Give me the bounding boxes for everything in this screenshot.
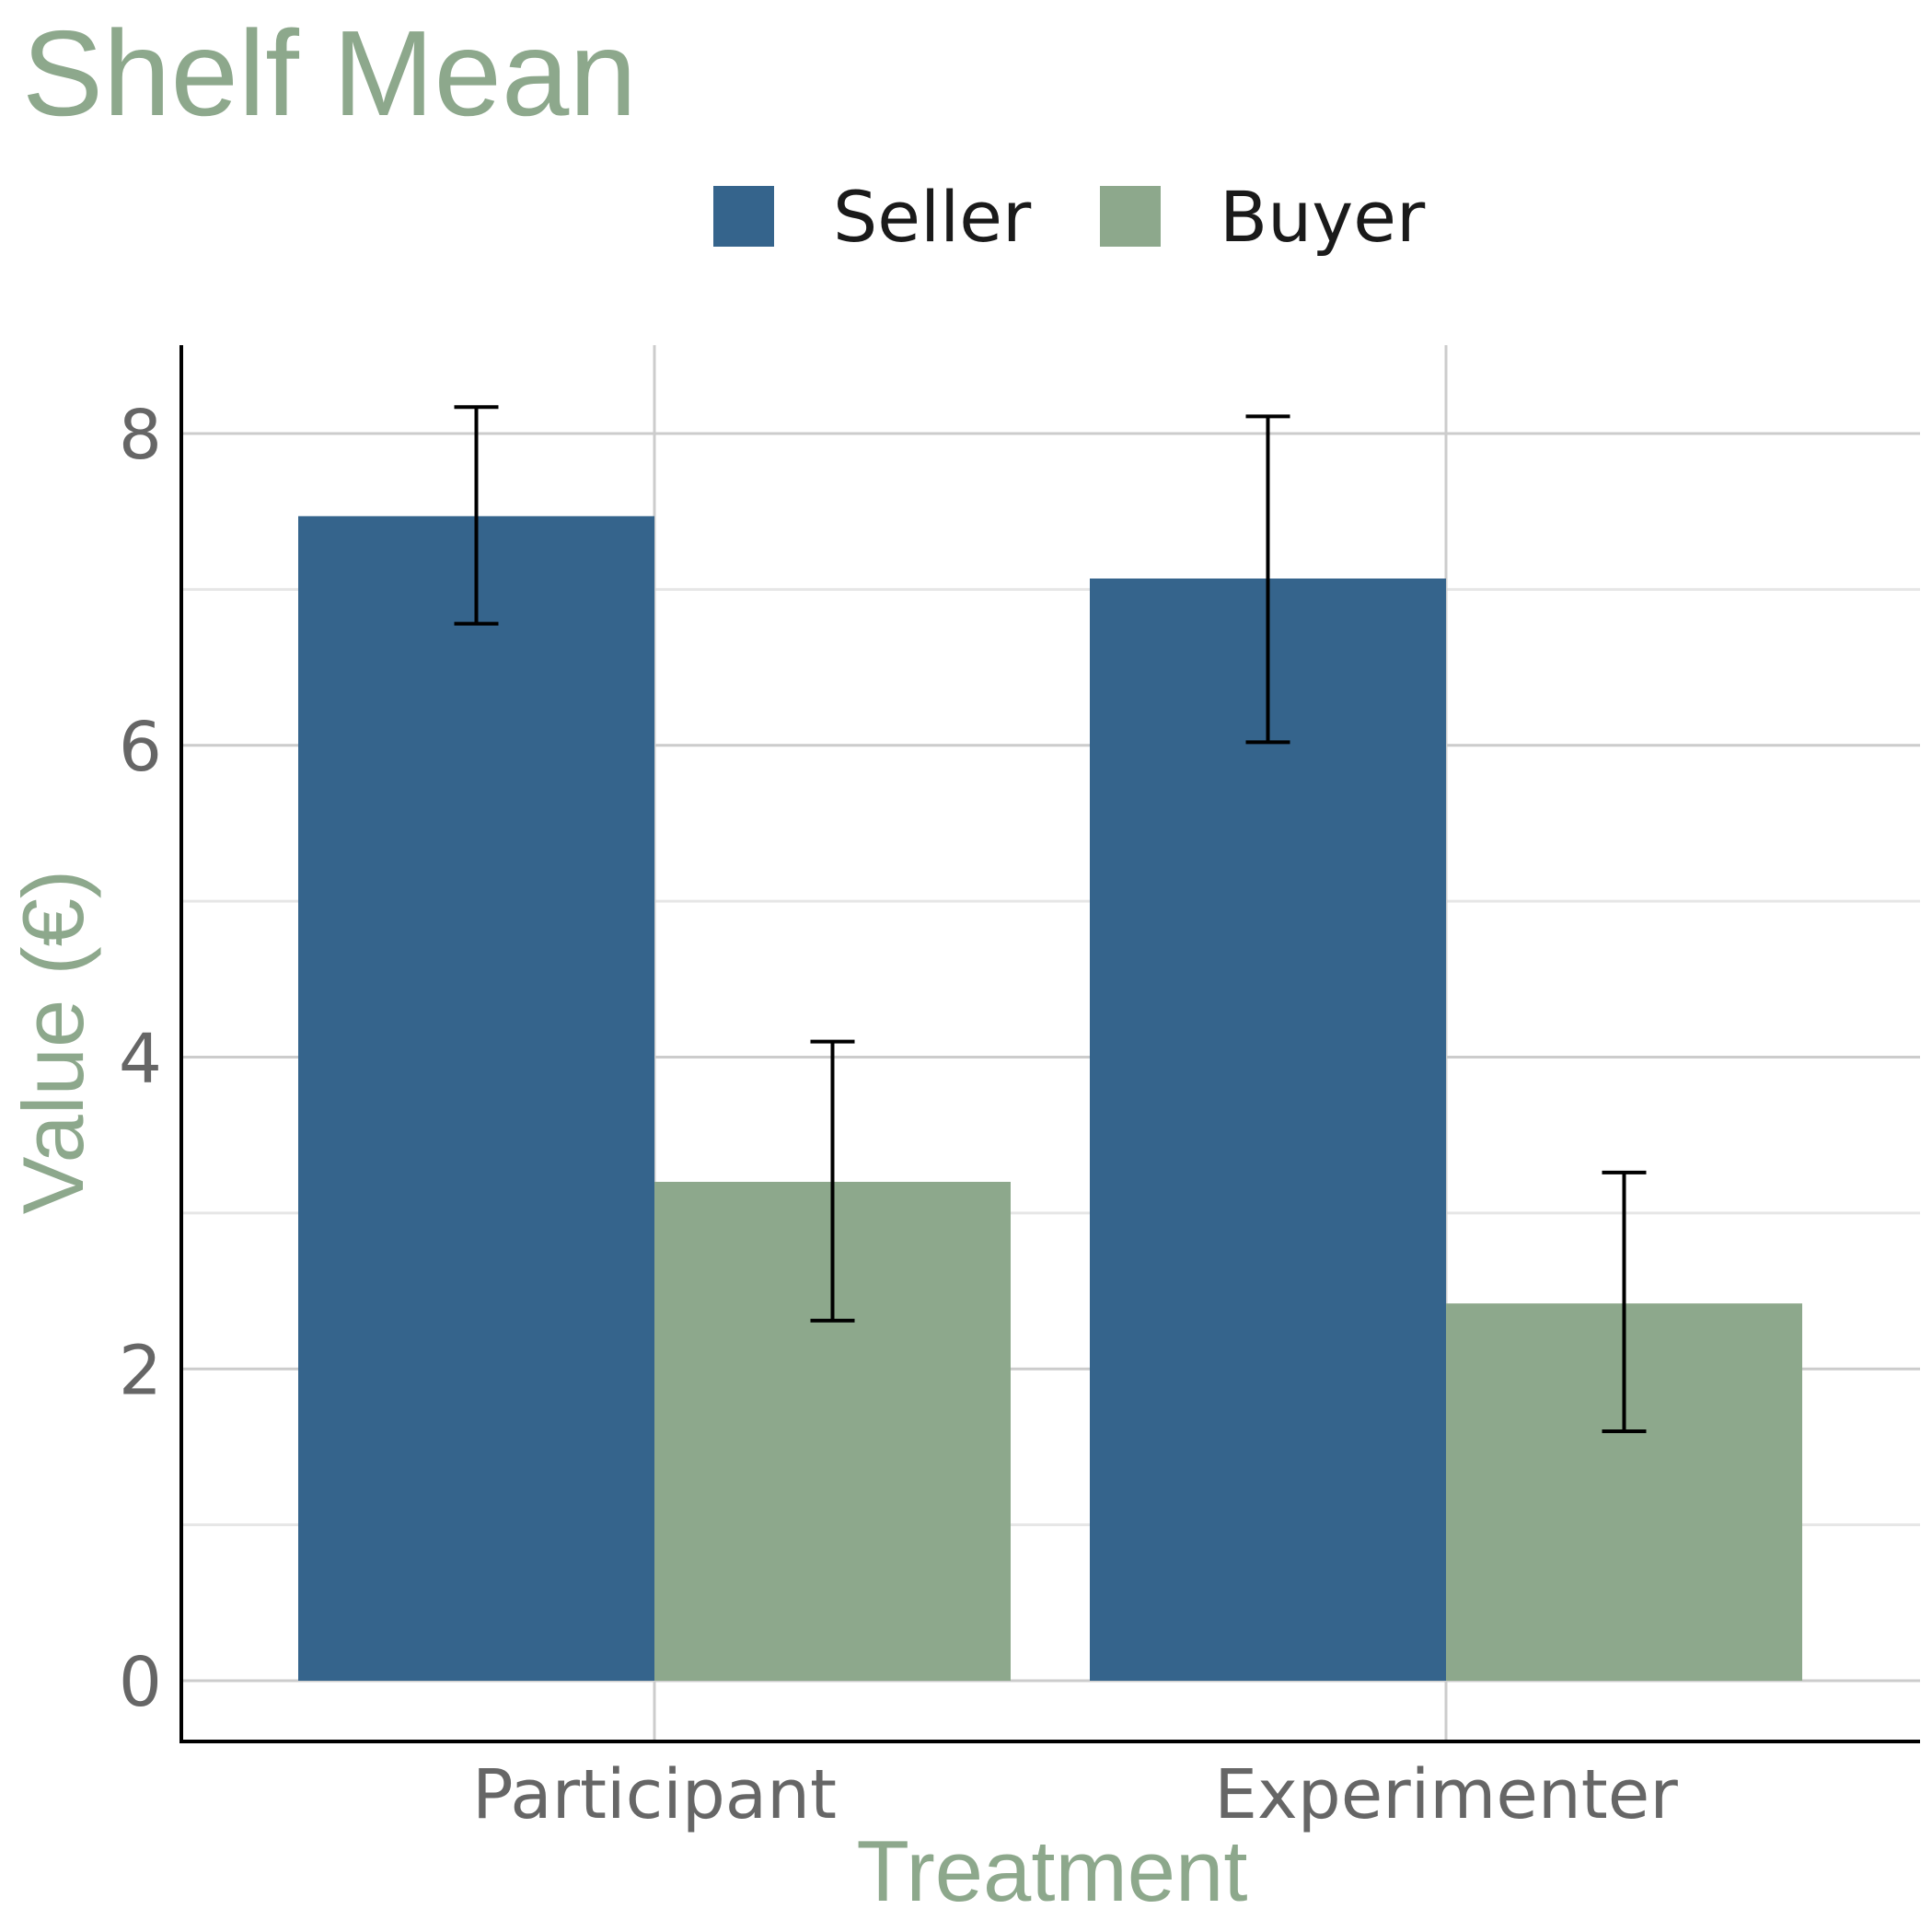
legend-key-buyer — [1100, 186, 1161, 247]
bar-seller-participant — [298, 515, 654, 1681]
error-bars — [454, 405, 1647, 1433]
x-tick-label: Participant — [472, 1755, 837, 1834]
bars — [298, 515, 1802, 1681]
y-tick-label: 0 — [119, 1643, 162, 1722]
legend-key-seller — [713, 186, 774, 247]
chart-title: Shelf Mean — [22, 6, 637, 141]
bar-seller-experimenter — [1090, 578, 1446, 1681]
x-tick-label: Experimenter — [1214, 1755, 1678, 1834]
legend: Seller Buyer — [713, 176, 1426, 258]
x-axis-title: Treatment — [857, 1822, 1248, 1919]
y-tick-label: 6 — [119, 708, 162, 787]
legend-label-seller: Seller — [833, 176, 1032, 258]
axes — [179, 345, 1920, 1743]
y-tick-label: 4 — [119, 1020, 162, 1099]
tick-labels: 0 2 4 6 8 Participant Experimenter — [119, 396, 1678, 1834]
y-axis-title: Value (€) — [5, 870, 101, 1214]
y-tick-label: 2 — [119, 1331, 162, 1410]
legend-label-buyer: Buyer — [1220, 176, 1426, 258]
y-tick-label: 8 — [119, 396, 162, 475]
